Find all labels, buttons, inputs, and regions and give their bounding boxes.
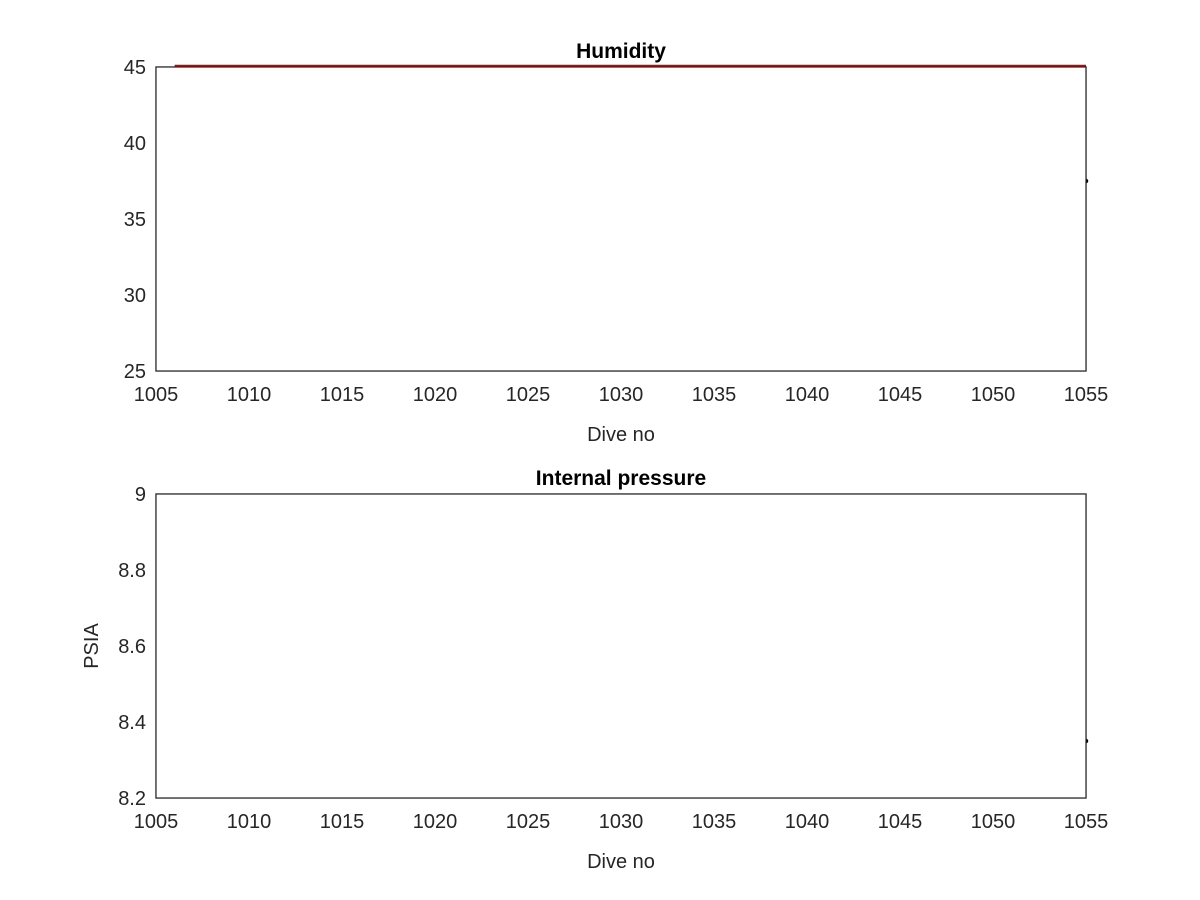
humidity-title: Humidity [576, 40, 666, 63]
humidity-x-tick-label: 1005 [134, 384, 179, 406]
internal-pressure-plot: 1005 1010 1015 1020 1025 1030 1035 1040 1045 1050… [81, 467, 1108, 873]
humidity-y-ticks: 25 30 35 40 45 [124, 57, 1086, 383]
pressure-x-tick-label: 1040 [785, 811, 830, 833]
pressure-x-tick-label: 1055 [1064, 811, 1109, 833]
humidity-x-tick-label: 1030 [599, 384, 644, 406]
pressure-y-tick-label: 8.4 [118, 712, 146, 734]
pressure-y-tick-label: 9 [135, 484, 146, 506]
humidity-x-tick-label: 1035 [692, 384, 737, 406]
humidity-x-tick-label: 1050 [971, 384, 1016, 406]
pressure-x-tick-label: 1050 [971, 811, 1016, 833]
pressure-y-ticks: 8.2 8.4 8.6 8.8 9 [118, 484, 1086, 810]
humidity-x-ticks: 1005 1010 1015 1020 1025 1030 1035 1040 1045 1050… [134, 67, 1109, 406]
pressure-x-tick-label: 1030 [599, 811, 644, 833]
pressure-y-tick-label: 8.8 [118, 560, 146, 582]
pressure-y-tick-label: 8.6 [118, 636, 146, 658]
pressure-x-tick-label: 1020 [413, 811, 458, 833]
pressure-x-tick-label: 1025 [506, 811, 551, 833]
humidity-axes-frame [155, 66, 1087, 372]
humidity-x-tick-label: 1055 [1064, 384, 1109, 406]
humidity-x-tick-label: 1020 [413, 384, 458, 406]
humidity-x-tick-label: 1025 [506, 384, 551, 406]
humidity-x-tick-label: 1045 [878, 384, 923, 406]
pressure-x-tick-label: 1035 [692, 811, 737, 833]
pressure-x-ticks: 1005 1010 1015 1020 1025 1030 1035 1040 1045 1050… [134, 494, 1109, 833]
pressure-x-tick-label: 1045 [878, 811, 923, 833]
humidity-y-tick-label: 35 [124, 209, 146, 231]
pressure-x-tick-label: 1015 [320, 811, 365, 833]
pressure-x-tick-label: 1010 [227, 811, 272, 833]
pressure-y-tick-label: 8.2 [118, 788, 146, 810]
humidity-y-tick-label: 45 [124, 57, 146, 79]
humidity-x-tick-label: 1010 [227, 384, 272, 406]
humidity-y-tick-label: 30 [124, 285, 146, 307]
humidity-y-tick-label: 25 [124, 361, 146, 383]
humidity-plot: 1005 1010 1015 1020 1025 1030 1035 1040 1045 1050… [124, 40, 1109, 446]
humidity-x-tick-label: 1015 [320, 384, 365, 406]
humidity-x-tick-label: 1040 [785, 384, 830, 406]
pressure-title: Internal pressure [536, 467, 706, 490]
humidity-y-tick-label: 40 [124, 133, 146, 155]
pressure-x-tick-label: 1005 [134, 811, 179, 833]
pressure-axes-frame [155, 493, 1087, 799]
pressure-y-axis-label: PSIA [81, 623, 103, 669]
humidity-x-axis-label: Dive no [587, 424, 655, 446]
pressure-x-axis-label: Dive no [587, 851, 655, 873]
